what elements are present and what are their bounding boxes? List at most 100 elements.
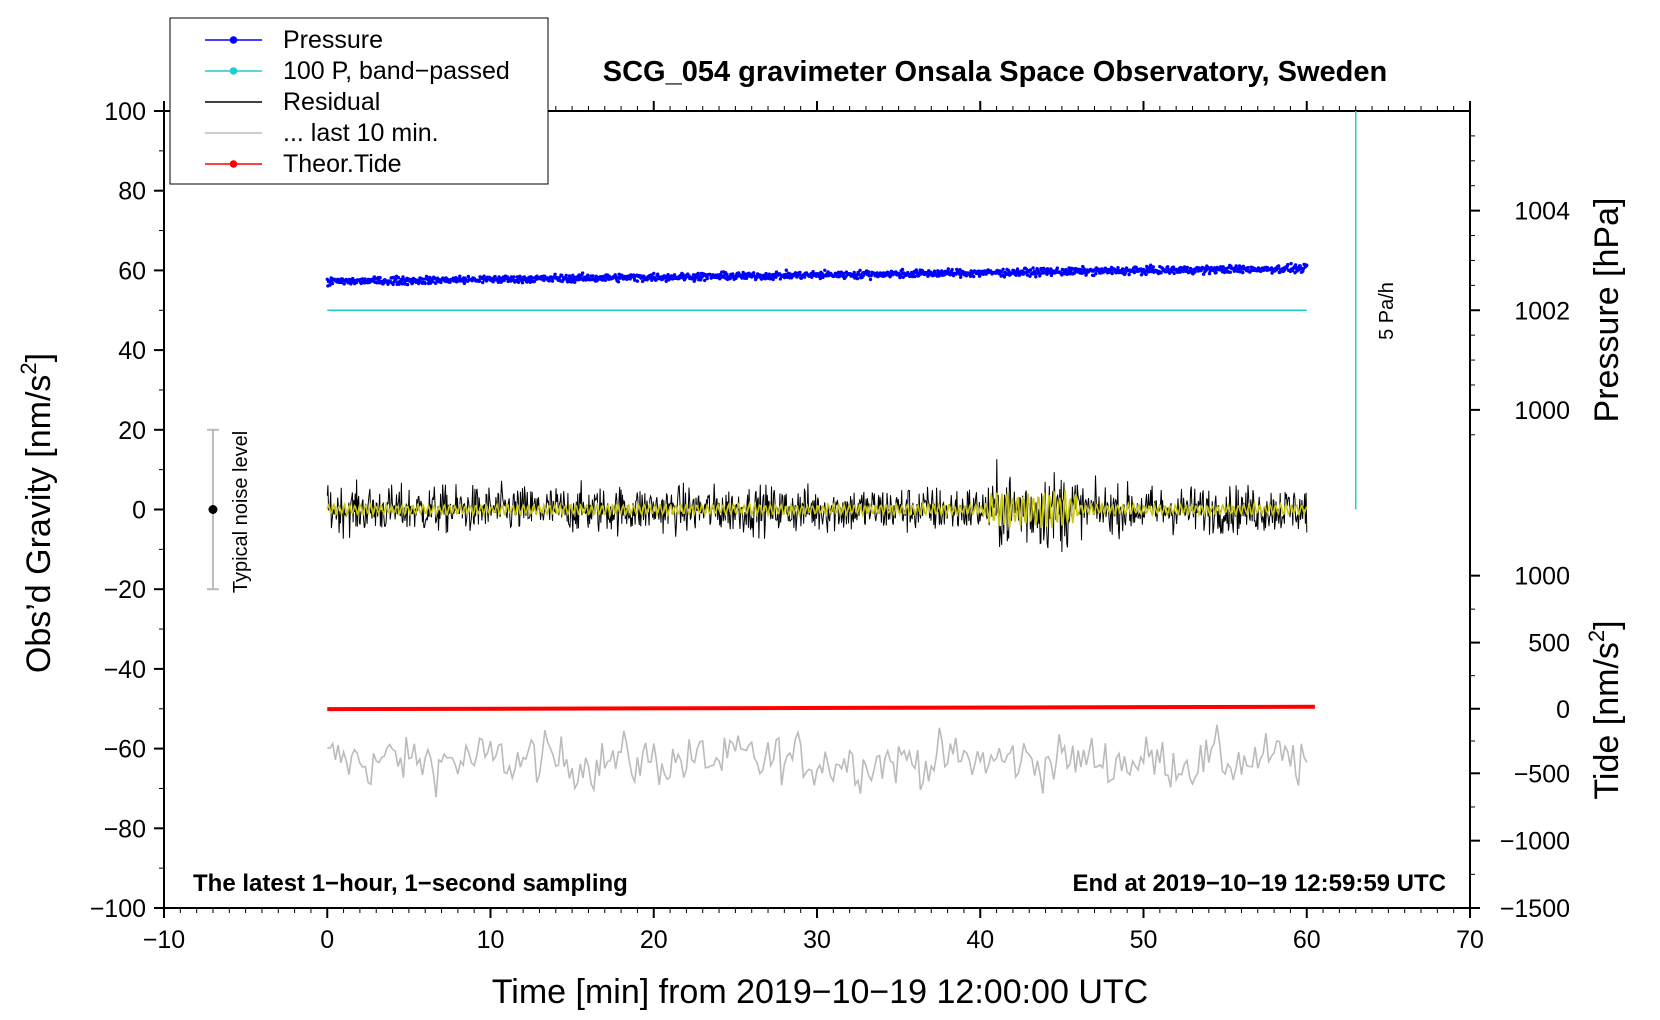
pressure-point bbox=[959, 275, 963, 279]
pressure-point bbox=[1069, 269, 1073, 273]
pressure-point bbox=[454, 276, 458, 280]
pressure-point bbox=[394, 277, 398, 281]
pressure-point bbox=[1007, 269, 1011, 274]
pressure-point bbox=[1025, 273, 1030, 277]
pressure-point bbox=[1127, 272, 1131, 277]
pressure-point bbox=[458, 274, 462, 278]
legend-dot bbox=[229, 67, 238, 75]
pressure-point bbox=[784, 268, 788, 272]
pressure-point bbox=[1038, 272, 1043, 276]
pressure-point bbox=[898, 274, 903, 278]
x-axis-title: Time [min] from 2019−10−19 12:00:00 UTC bbox=[492, 973, 1148, 1011]
pressure-point bbox=[972, 274, 976, 279]
pressure-point bbox=[481, 280, 485, 285]
pressure-point bbox=[950, 267, 954, 272]
pressure-point bbox=[691, 273, 696, 277]
pressure-point bbox=[1166, 265, 1170, 269]
pressure-point bbox=[550, 279, 555, 283]
pressure-point bbox=[1246, 265, 1250, 270]
legend-label: Residual bbox=[283, 88, 380, 116]
pressure-point bbox=[1002, 275, 1007, 279]
pressure-point bbox=[520, 281, 525, 285]
pressure-point bbox=[946, 267, 950, 271]
pressure-point bbox=[1305, 263, 1309, 268]
pressure-point bbox=[528, 280, 532, 284]
y-axis-left-title-sup: 2 bbox=[16, 362, 41, 374]
tide-tick-label: 500 bbox=[1528, 630, 1570, 658]
x-tick-label: 60 bbox=[1293, 926, 1321, 954]
y-axis-tide-title-end: ] bbox=[1588, 620, 1626, 629]
pressure-point bbox=[1079, 268, 1083, 272]
series-theor-tide bbox=[327, 704, 1315, 712]
pressure-point bbox=[477, 279, 482, 283]
pressure-point bbox=[948, 273, 952, 277]
pressure-point bbox=[423, 281, 427, 286]
pressure-point bbox=[910, 274, 914, 279]
pressure-tick-label: 1000 bbox=[1514, 397, 1570, 425]
y-tick-label: −40 bbox=[104, 656, 146, 684]
pressure-point bbox=[802, 275, 807, 279]
y-tick-label: 40 bbox=[118, 337, 146, 365]
pressure-point bbox=[1298, 264, 1302, 268]
y-tick-label: −60 bbox=[104, 736, 146, 764]
pressure-point bbox=[810, 275, 814, 279]
legend-label: ... last 10 min. bbox=[283, 119, 439, 147]
pressure-point bbox=[564, 273, 568, 278]
legend: Pressure 100 P, band−passed Residual ... la… bbox=[169, 17, 549, 185]
pressure-point bbox=[584, 278, 588, 282]
pressure-point bbox=[532, 279, 536, 284]
x-tick-label: 30 bbox=[803, 926, 831, 954]
pressure-point bbox=[553, 272, 557, 276]
pressure-point bbox=[1159, 271, 1163, 275]
pressure-point bbox=[403, 282, 407, 286]
y-axis-left: −100 −80 −60 −40 −20 0 20 40 60 80 100 bbox=[90, 98, 164, 923]
pressure-tick-label: 1004 bbox=[1514, 198, 1570, 226]
pressure-point bbox=[771, 277, 775, 282]
pressure-point bbox=[547, 279, 551, 283]
pressure-point bbox=[1113, 267, 1117, 272]
tide-tick-label: 1000 bbox=[1514, 563, 1570, 591]
pressure-point bbox=[1151, 265, 1156, 269]
pressure-point bbox=[330, 281, 335, 286]
pressure-point bbox=[1270, 271, 1274, 275]
pressure-point bbox=[763, 277, 768, 281]
pressure-point bbox=[512, 275, 516, 279]
pressure-point bbox=[1193, 270, 1197, 274]
y-tick-label: 100 bbox=[104, 98, 146, 126]
pressure-point bbox=[752, 271, 756, 275]
y-tick-label: −20 bbox=[104, 576, 146, 604]
x-tick-label: 40 bbox=[966, 926, 994, 954]
pressure-tick-label: 1002 bbox=[1514, 297, 1570, 325]
pressure-point bbox=[699, 278, 703, 282]
pressure-point bbox=[734, 276, 738, 280]
x-tick-label: 10 bbox=[477, 926, 505, 954]
y-tick-label: −80 bbox=[104, 815, 146, 843]
y-axis-tide-title: Tide [nm/s2] bbox=[1584, 620, 1626, 799]
pressure-point bbox=[1000, 270, 1004, 274]
series-last-10-min bbox=[327, 724, 1308, 798]
pressure-point bbox=[1201, 272, 1206, 276]
noise-level-bar bbox=[206, 428, 219, 591]
pressure-point bbox=[936, 269, 940, 273]
pressure-point bbox=[1234, 264, 1238, 268]
pressure-point bbox=[1110, 271, 1114, 276]
pressure-point bbox=[696, 271, 700, 276]
pressure-point bbox=[391, 282, 395, 287]
pressure-point bbox=[913, 274, 917, 279]
legend-label: Theor.Tide bbox=[283, 150, 402, 178]
pressure-point bbox=[1172, 271, 1176, 276]
x-tick-label: 0 bbox=[320, 926, 334, 954]
pressure-point bbox=[798, 270, 802, 275]
pressure-point bbox=[1143, 269, 1148, 273]
pressure-point bbox=[1068, 272, 1072, 276]
pressure-point bbox=[375, 281, 379, 285]
y-axis-pressure: 1000 1002 1004 bbox=[1470, 135, 1570, 436]
pressure-point bbox=[842, 271, 846, 276]
pressure-point bbox=[818, 276, 822, 281]
series-residual-smoothed bbox=[326, 490, 1308, 528]
legend-dot bbox=[229, 160, 238, 168]
y-axis-pressure-title: Pressure [hPa] bbox=[1588, 198, 1626, 423]
tide-tick-label: 0 bbox=[1556, 696, 1570, 724]
bottom-left-annotation: The latest 1−hour, 1−second sampling bbox=[193, 870, 628, 897]
